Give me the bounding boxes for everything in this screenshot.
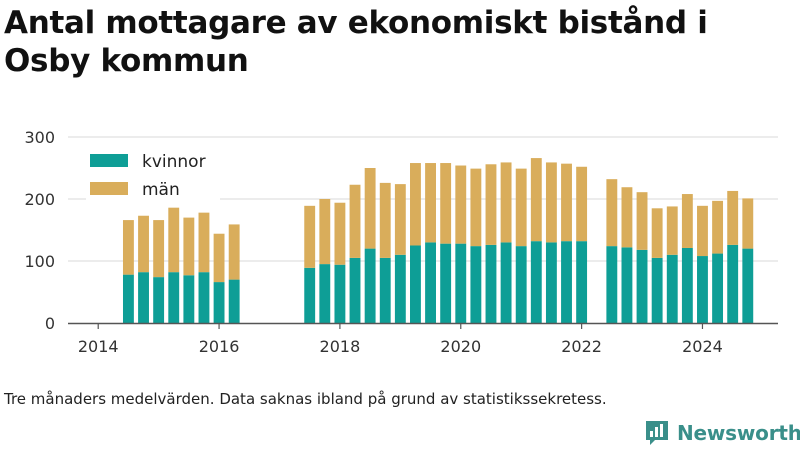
bar-man bbox=[334, 202, 346, 265]
bar-man bbox=[394, 184, 406, 255]
brand-name: Newsworthy bbox=[677, 421, 800, 445]
bar-man bbox=[576, 166, 588, 242]
x-tick-label: 2014 bbox=[78, 337, 119, 356]
bar-man bbox=[153, 220, 165, 278]
bar-kvinnor bbox=[530, 241, 542, 323]
bar-man bbox=[636, 192, 648, 250]
legend-swatch-kvinnor bbox=[90, 154, 128, 167]
bar-man bbox=[606, 179, 618, 247]
x-tick-label: 2016 bbox=[199, 337, 240, 356]
bar-kvinnor bbox=[425, 242, 436, 323]
bar-kvinnor bbox=[742, 248, 754, 323]
bar-man bbox=[183, 217, 195, 276]
bar-kvinnor bbox=[485, 244, 497, 323]
bar-kvinnor bbox=[500, 242, 512, 323]
bar-kvinnor bbox=[576, 241, 588, 323]
axes: 0 100 200 300 2014 2016 2018 2020 2022 2024 bbox=[24, 128, 778, 356]
bar-kvinnor bbox=[515, 246, 527, 323]
bar-man bbox=[712, 200, 724, 254]
bar-kvinnor bbox=[651, 257, 663, 323]
bar-man bbox=[364, 168, 376, 249]
bar-man bbox=[138, 215, 149, 273]
bar-man bbox=[651, 208, 663, 258]
bar-man bbox=[198, 212, 210, 273]
bar-man bbox=[168, 207, 180, 273]
bar-kvinnor bbox=[561, 241, 572, 323]
bar-kvinnor bbox=[606, 246, 618, 323]
bar-kvinnor bbox=[213, 282, 225, 323]
bar-kvinnor bbox=[138, 272, 149, 323]
bar-kvinnor bbox=[455, 243, 467, 323]
bar-chart: 0 100 200 300 2014 2016 2018 2020 2022 2024 kvinn… bbox=[24, 128, 778, 356]
bar-kvinnor bbox=[712, 253, 724, 323]
bar-kvinnor bbox=[621, 247, 633, 323]
brand-logo: Newsworthy bbox=[644, 419, 800, 447]
bar-man bbox=[500, 162, 512, 243]
bar-man bbox=[727, 190, 739, 245]
bar-man bbox=[410, 163, 421, 246]
bars bbox=[122, 158, 754, 323]
bar-kvinnor bbox=[364, 248, 376, 323]
x-tick-label: 2022 bbox=[561, 337, 602, 356]
bar-man bbox=[621, 187, 633, 248]
bar-man bbox=[213, 233, 225, 283]
bar-kvinnor bbox=[228, 279, 240, 323]
chart-title: Antal mottagare av ekonomiskt bistånd i … bbox=[4, 5, 708, 79]
bar-man bbox=[530, 158, 542, 242]
bar-kvinnor bbox=[666, 254, 678, 323]
bar-man bbox=[122, 220, 134, 275]
bar-man bbox=[681, 194, 693, 248]
bar-chart-speech-bubble-icon bbox=[646, 421, 668, 445]
bar-kvinnor bbox=[168, 272, 180, 323]
bar-kvinnor bbox=[334, 264, 346, 323]
bar-man bbox=[545, 162, 557, 243]
bar-kvinnor bbox=[440, 243, 452, 323]
bar-kvinnor bbox=[349, 257, 361, 323]
bar-man bbox=[561, 163, 572, 242]
x-tick-label: 2024 bbox=[682, 337, 723, 356]
legend-swatch-man bbox=[90, 182, 128, 195]
bar-man bbox=[470, 168, 482, 247]
bar-man bbox=[440, 163, 452, 244]
chart-caption: Tre månaders medelvärden. Data saknas ib… bbox=[4, 390, 607, 408]
legend: kvinnor män bbox=[86, 145, 220, 205]
y-tick-label: 0 bbox=[45, 314, 55, 333]
bar-kvinnor bbox=[681, 247, 693, 323]
bar-man bbox=[515, 168, 527, 247]
bar-man bbox=[425, 163, 436, 243]
bar-kvinnor bbox=[636, 249, 648, 323]
y-tick-label: 100 bbox=[24, 252, 55, 271]
y-tick-label: 300 bbox=[24, 128, 55, 147]
y-tick-label: 200 bbox=[24, 190, 55, 209]
bar-man bbox=[666, 206, 678, 255]
bar-kvinnor bbox=[410, 245, 421, 323]
bar-kvinnor bbox=[319, 264, 331, 323]
bar-kvinnor bbox=[727, 244, 739, 323]
bar-man bbox=[349, 184, 361, 258]
bar-man bbox=[228, 224, 240, 280]
bar-kvinnor bbox=[122, 274, 134, 323]
legend-label-man: män bbox=[142, 180, 180, 200]
x-tick-label: 2020 bbox=[440, 337, 481, 356]
bar-man bbox=[697, 205, 708, 257]
bar-man bbox=[485, 164, 497, 245]
bar-man bbox=[379, 182, 391, 258]
x-tick-label: 2018 bbox=[320, 337, 361, 356]
legend-label-kvinnor: kvinnor bbox=[142, 152, 206, 172]
bar-man bbox=[319, 199, 331, 265]
bar-kvinnor bbox=[304, 267, 316, 323]
bar-kvinnor bbox=[379, 257, 391, 323]
bar-man bbox=[742, 198, 754, 249]
bar-man bbox=[455, 165, 467, 244]
bar-kvinnor bbox=[470, 246, 482, 323]
bar-kvinnor bbox=[153, 277, 165, 323]
bar-kvinnor bbox=[697, 256, 708, 323]
bar-kvinnor bbox=[183, 275, 195, 323]
bar-kvinnor bbox=[394, 254, 406, 323]
bar-kvinnor bbox=[198, 272, 210, 323]
bar-man bbox=[304, 205, 316, 268]
bar-kvinnor bbox=[545, 242, 557, 323]
